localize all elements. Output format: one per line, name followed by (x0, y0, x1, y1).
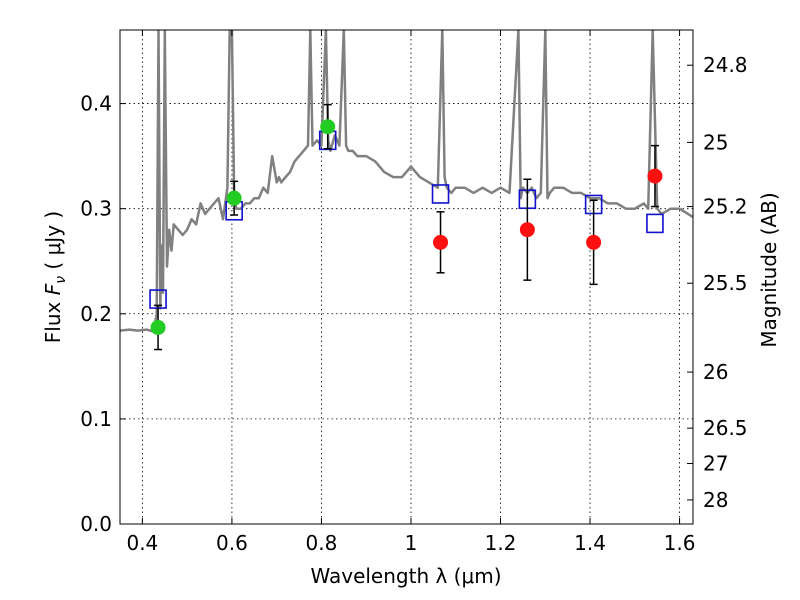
y-tick-label: 0.3 (80, 197, 112, 221)
plot-frame (119, 29, 694, 525)
x-tick-label: 1.4 (574, 531, 606, 555)
y2-tick-label: 26 (703, 360, 728, 384)
model-photometry-square (431, 184, 450, 204)
data-marks (149, 103, 664, 351)
y-axis-title: Flux Fν ( μJy ) (41, 211, 69, 343)
spectrum-line (120, 30, 693, 333)
data-point (586, 234, 602, 250)
x-tick-label: 1.2 (485, 531, 517, 555)
y2-tick-label: 25 (703, 130, 728, 154)
data-point (226, 190, 242, 206)
data-point (647, 168, 663, 184)
y2-axis-title: Magnitude (AB) (757, 192, 781, 347)
data-point (519, 222, 535, 238)
x-axis-title: Wavelength λ (μm) (310, 564, 501, 588)
data-point (433, 234, 449, 250)
plot-area (120, 30, 693, 524)
y2-tick-label: 27 (703, 452, 728, 476)
x-tick-label: 0.8 (306, 531, 338, 555)
y2-tick-label: 26.5 (703, 416, 748, 440)
y2-axis: 24.8 25 25.2 25.5 26 26.5 27 28 (687, 53, 748, 512)
y2-tick-label: 25.2 (703, 195, 748, 219)
x-tick-label: 0.4 (126, 531, 158, 555)
y-tick-label: 0.1 (80, 407, 112, 431)
y-tick-label: 0.2 (80, 302, 112, 326)
data-point (150, 319, 166, 335)
y2-tick-label: 28 (703, 488, 728, 512)
y-tick-label: 0.4 (80, 92, 112, 116)
x-tick-label: 1 (405, 531, 418, 555)
model-photometry-square (646, 213, 664, 234)
data-point (320, 119, 336, 135)
y-axis: 0.0 0.1 0.2 0.3 0.4 (80, 92, 126, 536)
y-tick-label: 0.0 (80, 512, 112, 536)
y2-tick-label: 24.8 (703, 53, 748, 77)
x-axis: 0.4 0.6 0.8 1 1.2 1.4 1.6 (126, 30, 695, 555)
x-tick-label: 1.6 (664, 531, 696, 555)
model-spectrum (120, 30, 693, 333)
x-tick-label: 0.6 (216, 531, 248, 555)
y2-tick-label: 25.5 (703, 271, 748, 295)
